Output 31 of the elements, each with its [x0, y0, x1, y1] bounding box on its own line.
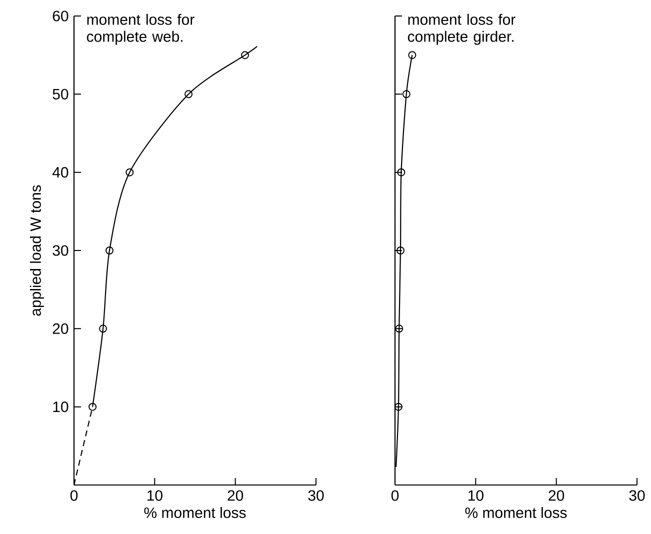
- y-tick-label: 40: [52, 167, 68, 178]
- point: [395, 324, 404, 333]
- point: [408, 51, 416, 60]
- y-tick-label: 30: [52, 245, 68, 256]
- point: [402, 90, 410, 98]
- x-tick-label: 20: [228, 490, 244, 501]
- x-tick-label: 30: [629, 490, 645, 501]
- point: [105, 246, 114, 254]
- x-tick-label: 30: [308, 490, 324, 501]
- y-tick-label: 50: [52, 88, 68, 100]
- point: [397, 168, 406, 176]
- point: [394, 402, 402, 411]
- point: [241, 51, 250, 60]
- annotation: moment loss for complete web.: [86, 14, 194, 45]
- annotation: moment loss for complete girder.: [408, 14, 516, 45]
- y-tick-label: 20: [52, 323, 68, 334]
- point: [88, 402, 97, 411]
- point: [126, 168, 134, 176]
- x-tick-label: 20: [548, 490, 564, 501]
- point: [99, 324, 108, 333]
- x-tick-label: 0: [391, 490, 399, 501]
- x-tick-label: 10: [468, 490, 484, 501]
- point: [396, 246, 404, 254]
- x-tick-label: 0: [70, 490, 78, 501]
- point: [184, 90, 193, 98]
- x-tick-label: 10: [147, 490, 162, 501]
- y-tick-label: 60: [52, 10, 68, 22]
- x-axis-title: % moment loss: [144, 507, 246, 518]
- y-axis-title: applied load W tons: [30, 185, 44, 316]
- y-tick-label: 10: [53, 402, 68, 412]
- x-axis-title: % moment loss: [465, 507, 567, 518]
